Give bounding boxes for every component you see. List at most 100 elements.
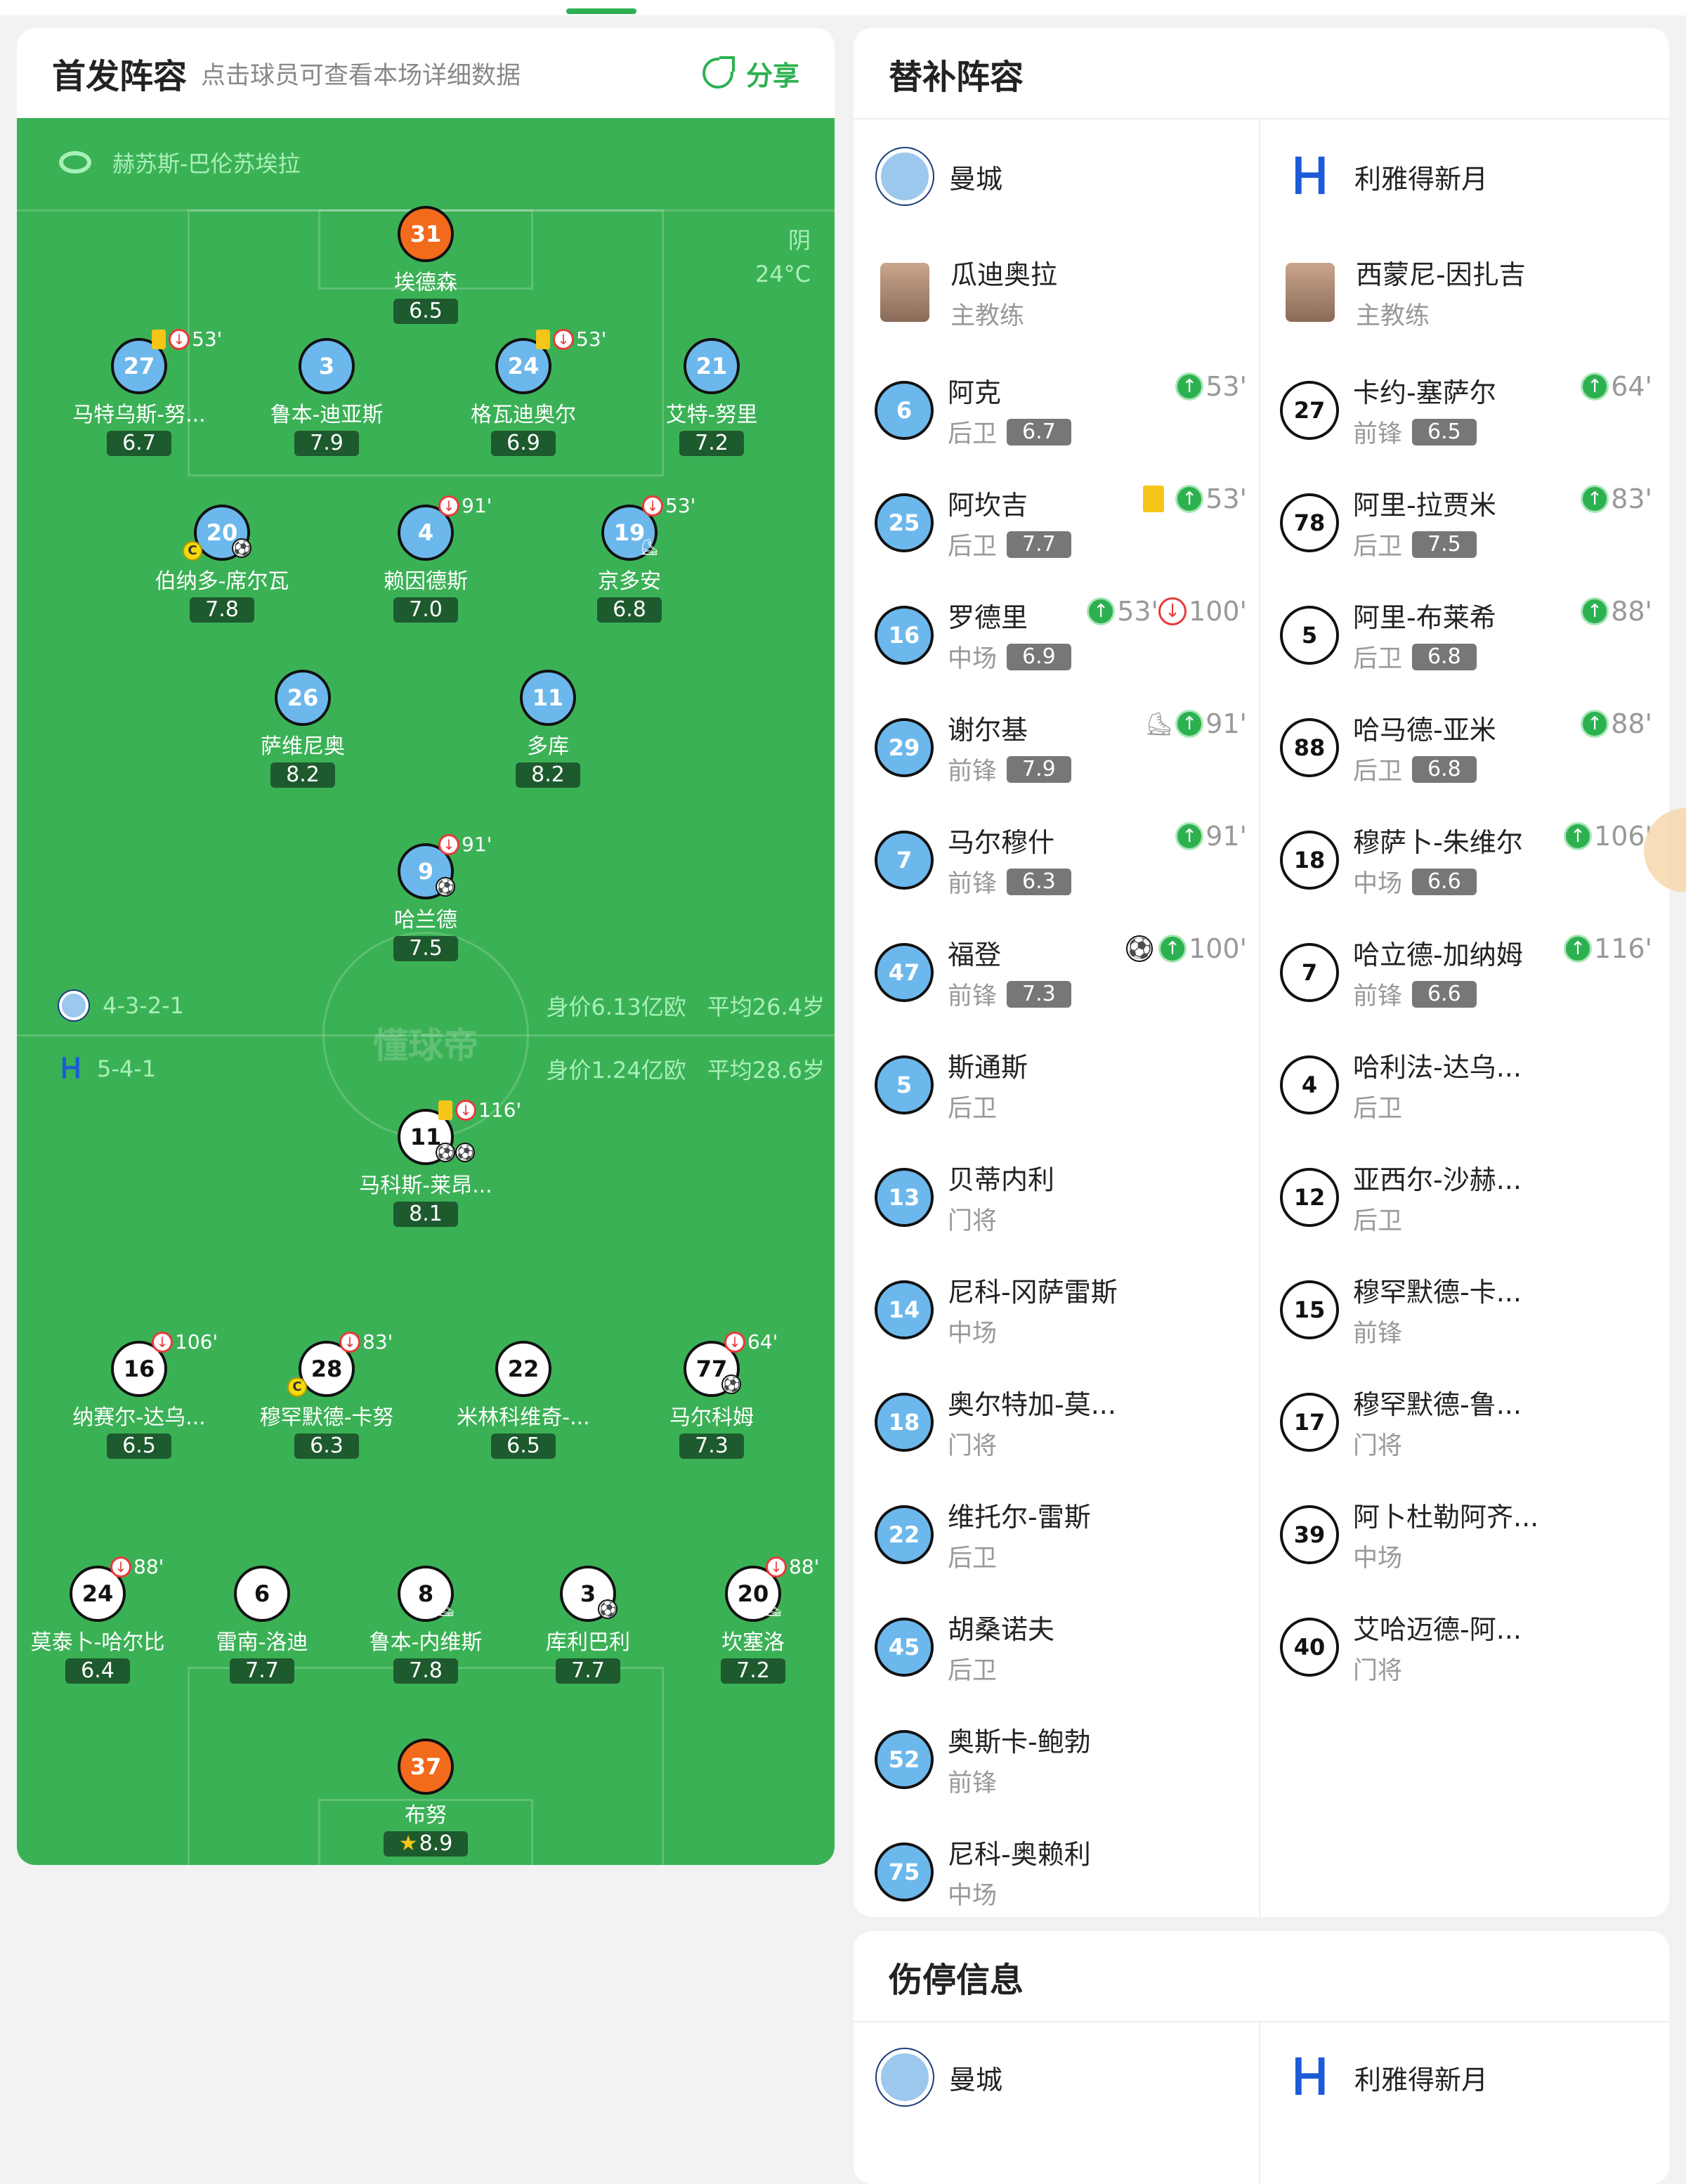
substitute-row[interactable]: 6 阿克 后卫 6.7 ↑ 53' <box>875 371 1247 450</box>
player-name: 维托尔-雷斯 <box>948 1502 1091 1533</box>
jersey-number: 22 <box>495 1341 551 1397</box>
player-name: 格瓦迪奥尔 <box>471 403 576 427</box>
player-marker[interactable]: 3 鲁本-迪亚斯 7.9 <box>235 338 418 456</box>
substitute-row[interactable]: 75 尼科-奥赖利 中场 <box>875 1833 1247 1911</box>
event-minute: 100' <box>1189 933 1247 964</box>
substitute-row[interactable]: 18 奥尔特加-莫... 门将 <box>875 1383 1247 1462</box>
divider <box>854 2021 1669 2022</box>
substitute-row[interactable]: 78 阿里-拉贾米 后卫 7.5 ↑ 83' <box>1280 483 1652 562</box>
player-circle: 21 <box>684 338 740 394</box>
player-marker[interactable]: 37 布努 ★8.9 <box>334 1738 517 1857</box>
star-icon: ★ <box>398 1831 418 1856</box>
player-marker[interactable]: 8 ⛸ 鲁本-内维斯 7.8 <box>334 1566 517 1684</box>
player-marker[interactable]: 20 ↓ 88' ⛸ 坎塞洛 7.2 <box>662 1556 835 1684</box>
substitute-row[interactable]: 7 哈立德-加纳姆 前锋 6.6 ↑ 116' <box>1280 933 1652 1012</box>
player-name: 马特乌斯-努... <box>72 403 206 427</box>
substitute-row[interactable]: 25 阿坎吉 后卫 7.7 ↑ 53' <box>875 483 1247 562</box>
player-info: 福登 前锋 7.3 <box>948 933 1071 1012</box>
substitute-row[interactable]: 13 贝蒂内利 门将 <box>875 1158 1247 1237</box>
rating-value: 8.2 <box>286 762 320 787</box>
substitute-row[interactable]: 47 福登 前锋 7.3 ⚽ ↑ 100' <box>875 933 1247 1012</box>
event-badges: ⚽ <box>598 1599 617 1619</box>
sub-in-icon: ↑ <box>1087 597 1116 625</box>
player-marker[interactable]: 16 ↓ 106' 纳赛尔-达乌... 6.5 <box>48 1331 230 1459</box>
substitute-row[interactable]: 88 哈马德-亚米 后卫 6.8 ↑ 88' <box>1280 708 1652 787</box>
substitute-row[interactable]: 15 穆罕默德-卡... 前锋 <box>1280 1270 1652 1349</box>
player-marker[interactable]: 3 ⚽ 库利巴利 7.7 <box>497 1566 679 1684</box>
sub-in-icon: ↑ <box>1564 935 1593 963</box>
player-position: 前锋 <box>948 1769 998 1798</box>
player-marker[interactable]: 27 ↓ 53' 马特乌斯-努... 6.7 <box>48 328 230 456</box>
sub-in-icon: ↑ <box>1175 822 1204 850</box>
substitute-row[interactable]: 5 斯通斯 后卫 <box>875 1046 1247 1124</box>
home-coach[interactable]: 瓜迪奥拉 主教练 <box>875 253 1057 332</box>
jersey-number: 8 <box>398 1566 454 1622</box>
goal-icon: ⚽ <box>436 877 455 897</box>
rating-value: 7.5 <box>409 936 443 961</box>
goal-icon: ⚽ <box>721 1374 741 1394</box>
player-marker[interactable]: 6 雷南-洛迪 7.7 <box>171 1566 353 1684</box>
substitutes-title: 替补阵容 <box>889 58 1024 97</box>
goal-box-bottom <box>318 1799 533 1865</box>
sub-in-icon: ↑ <box>1158 935 1187 963</box>
player-marker[interactable]: 26 萨维尼奥 8.2 <box>211 670 394 788</box>
substitute-row[interactable]: 29 谢尔基 前锋 7.9 ⛸ ↑ 91' <box>875 708 1247 787</box>
player-marker[interactable]: 19 ↓ 53' ⛸ 京多安 6.8 <box>538 495 721 623</box>
event-minute: 91' <box>1205 821 1247 852</box>
substitute-row[interactable]: 52 奥斯卡-鲍勃 前锋 <box>875 1720 1247 1799</box>
player-marker[interactable]: 24 ↓ 53' 格瓦迪奥尔 6.9 <box>432 328 615 456</box>
substitute-row[interactable]: 12 亚西尔-沙赫... 后卫 <box>1280 1158 1652 1237</box>
player-rating: 7.3 <box>679 1434 744 1459</box>
substitute-row[interactable]: 45 胡桑诺夫 后卫 <box>875 1608 1247 1686</box>
share-button[interactable]: 分享 <box>702 54 799 93</box>
substitute-row[interactable]: 27 卡约-塞萨尔 前锋 6.5 ↑ 64' <box>1280 371 1652 450</box>
player-name: 尼科-冈萨雷斯 <box>948 1277 1118 1308</box>
substitute-row[interactable]: 16 罗德里 中场 6.9 ↑ 53' ↓ 100' <box>875 596 1247 675</box>
captain-icon: C <box>183 541 202 561</box>
player-info: 维托尔-雷斯 后卫 <box>948 1495 1091 1574</box>
substitute-row[interactable]: 4 哈利法-达乌... 后卫 <box>1280 1046 1652 1124</box>
player-marker[interactable]: 9 ↓ 91' ⚽ 哈兰德 7.5 <box>334 833 517 961</box>
player-name: 贝蒂内利 <box>948 1164 1055 1195</box>
player-info: 哈立德-加纳姆 前锋 6.6 <box>1353 933 1523 1012</box>
player-marker[interactable]: 22 米林科维奇-... 6.5 <box>432 1341 615 1459</box>
al-hilal-logo: Ꮋ <box>1293 148 1327 205</box>
player-marker[interactable]: 11 多库 8.2 <box>457 670 639 788</box>
substitute-row[interactable]: 40 艾哈迈德-阿... 门将 <box>1280 1608 1652 1686</box>
player-rating: 7.5 <box>393 936 458 961</box>
player-meta: 门将 <box>948 1201 1054 1237</box>
player-marker[interactable]: 4 ↓ 91' 赖因德斯 7.0 <box>334 495 517 623</box>
player-info: 斯通斯 后卫 <box>948 1046 1028 1124</box>
substitute-row[interactable]: 14 尼科-冈萨雷斯 中场 <box>875 1270 1247 1349</box>
substitute-row[interactable]: 39 阿卜杜勒阿齐... 中场 <box>1280 1495 1652 1574</box>
substitute-row[interactable]: 22 维托尔-雷斯 后卫 <box>875 1495 1247 1574</box>
sub-in-icon: ↑ <box>1175 485 1204 513</box>
player-marker[interactable]: 28 ↓ 83' C 穆罕默德-卡努 6.3 <box>235 1331 418 1459</box>
player-meta: 中场 6.6 <box>1353 864 1523 899</box>
player-marker[interactable]: 24 ↓ 88' 莫泰卜-哈尔比 6.4 <box>17 1556 189 1684</box>
player-meta: 后卫 7.7 <box>948 526 1071 562</box>
player-circle: 6 <box>234 1566 290 1622</box>
home-formation-row: 4-3-2-1 身价6.13亿欧 平均26.4岁 <box>59 989 825 1022</box>
player-marker[interactable]: 31 埃德森 6.5 <box>334 206 517 324</box>
event-minute: 53' <box>1117 596 1159 627</box>
substitute-row[interactable]: 18 穆萨卜-朱维尔 中场 6.6 ↑ 106' <box>1280 821 1652 899</box>
rating-value: 6.5 <box>122 1434 156 1458</box>
jersey-number: 45 <box>875 1618 934 1677</box>
substitute-row[interactable]: 7 马尔穆什 前锋 6.3 ↑ 91' <box>875 821 1247 899</box>
substitute-row[interactable]: 17 穆罕默德-鲁... 门将 <box>1280 1383 1652 1462</box>
substitute-row[interactable]: 5 阿里-布莱希 后卫 6.8 ↑ 88' <box>1280 596 1652 675</box>
event-badges: ↑ 116' <box>1564 933 1652 964</box>
player-marker[interactable]: 20 ⚽ C 伯纳多-席尔瓦 7.8 <box>131 505 313 623</box>
player-position: 前锋 <box>1353 982 1403 1010</box>
sub-in-icon: ↑ <box>1564 822 1593 850</box>
player-marker[interactable]: 11 ↓ 116' ⚽ ⚽ 马科斯-莱昂... 8.1 <box>334 1099 521 1227</box>
away-value: 身价1.24亿欧 <box>546 1057 686 1084</box>
player-meta: 前锋 6.5 <box>1353 414 1496 450</box>
player-info: 贝蒂内利 门将 <box>948 1158 1054 1237</box>
player-marker[interactable]: 77 ↓ 64' ⚽ 马尔科姆 7.3 <box>620 1331 803 1459</box>
away-coach[interactable]: 西蒙尼-因扎吉 主教练 <box>1280 253 1526 332</box>
player-info: 胡桑诺夫 后卫 <box>948 1608 1054 1686</box>
sub-in-icon: ↑ <box>1581 372 1609 401</box>
player-marker[interactable]: 21 艾特-努里 7.2 <box>620 338 803 456</box>
